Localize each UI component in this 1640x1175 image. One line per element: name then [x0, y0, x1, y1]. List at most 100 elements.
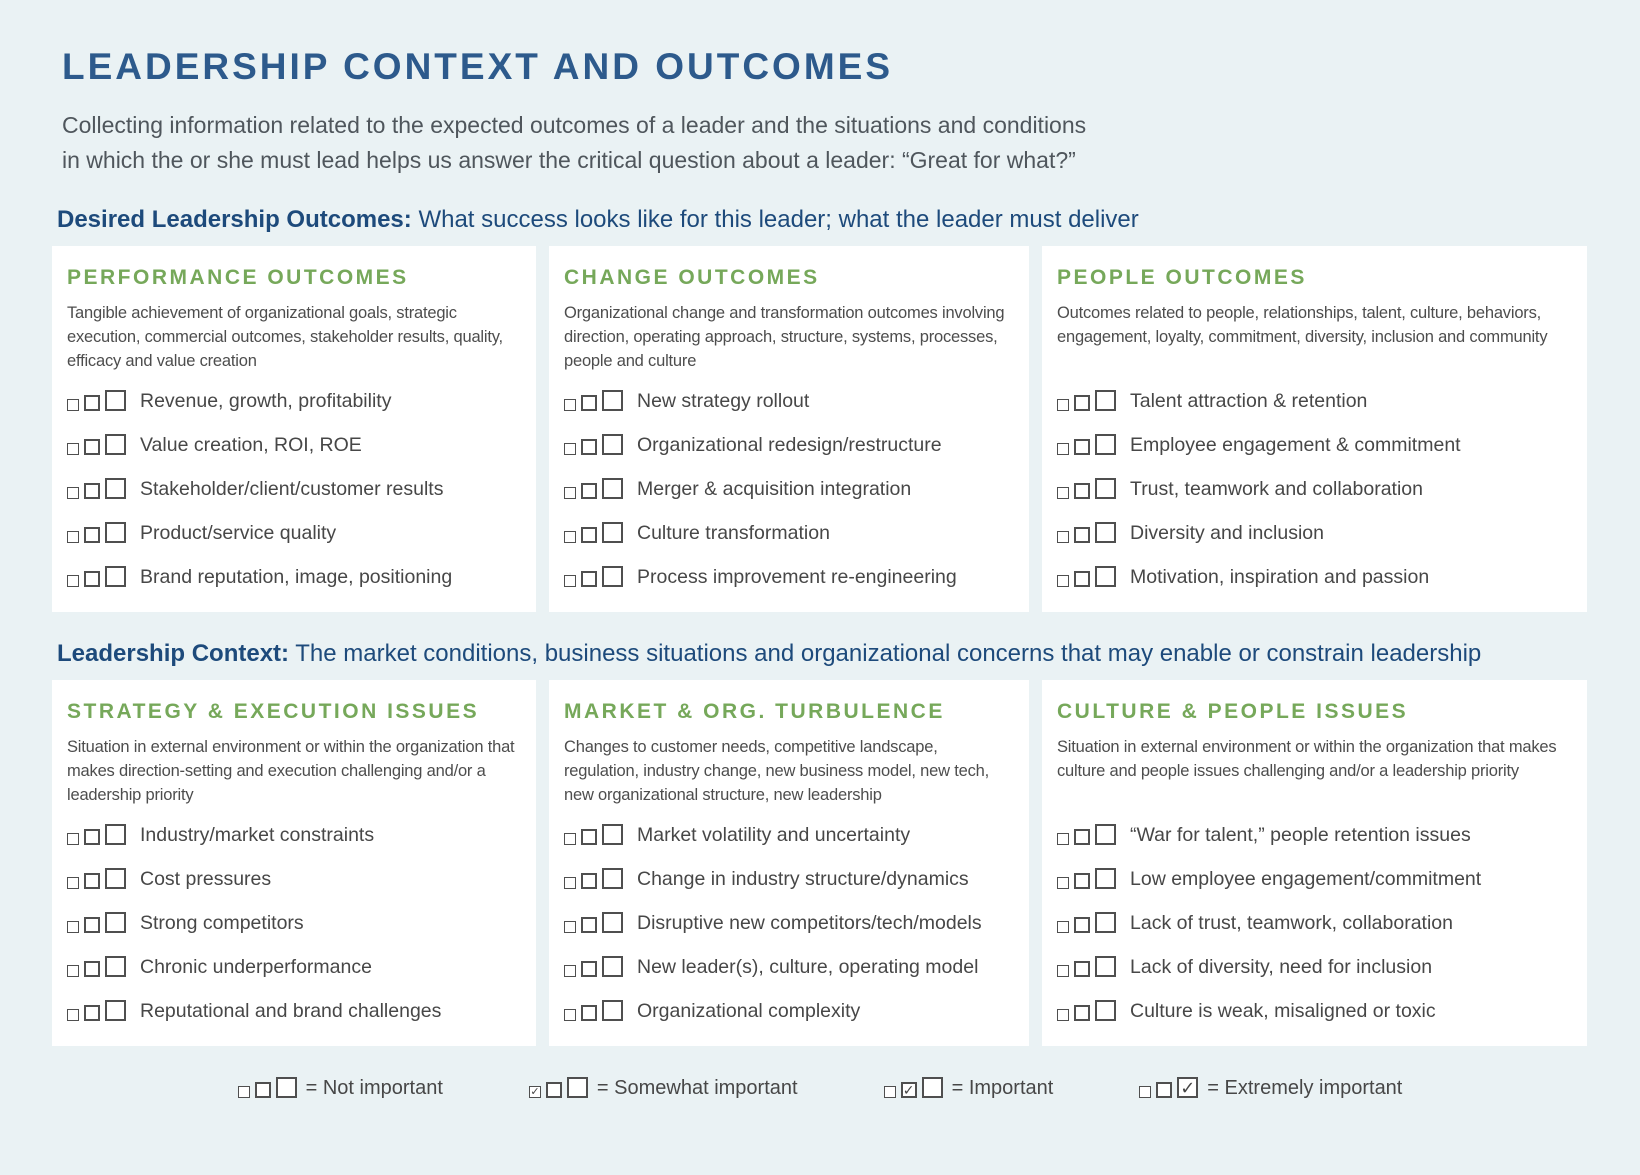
checkbox-large[interactable]: [105, 868, 126, 889]
rating-item-label: Organizational redesign/restructure: [637, 434, 942, 456]
checkbox-medium[interactable]: [581, 571, 597, 587]
checkbox-large[interactable]: [105, 522, 126, 543]
checkbox-small[interactable]: [67, 487, 79, 499]
checkbox-medium[interactable]: [581, 527, 597, 543]
checkbox-large[interactable]: [602, 956, 623, 977]
checkbox-large[interactable]: [1095, 390, 1116, 411]
checkbox-medium[interactable]: [581, 395, 597, 411]
checkbox-medium[interactable]: [84, 961, 100, 977]
checkbox-medium[interactable]: [84, 527, 100, 543]
checkbox-medium[interactable]: [1074, 571, 1090, 587]
checkbox-small[interactable]: [1057, 877, 1069, 889]
checkbox-medium[interactable]: [581, 873, 597, 889]
rating-item: Lack of diversity, need for inclusion: [1057, 956, 1573, 978]
rating-item-label: “War for talent,” people retention issue…: [1130, 824, 1471, 846]
checkbox-medium[interactable]: [1074, 917, 1090, 933]
legend-checkbox-small-checked: ✓: [528, 1085, 541, 1098]
checkbox-medium[interactable]: [1074, 961, 1090, 977]
checkbox-small[interactable]: [564, 531, 576, 543]
checkbox-medium[interactable]: [581, 917, 597, 933]
checkbox-medium[interactable]: [84, 483, 100, 499]
checkbox-large[interactable]: [105, 566, 126, 587]
checkbox-small[interactable]: [564, 877, 576, 889]
checkbox-small[interactable]: [1057, 487, 1069, 499]
checkbox-large[interactable]: [105, 478, 126, 499]
rating-item-label: Motivation, inspiration and passion: [1130, 566, 1430, 588]
checkbox-small[interactable]: [564, 833, 576, 845]
checkbox-small[interactable]: [67, 575, 79, 587]
checkbox-large[interactable]: [105, 1000, 126, 1021]
checkbox-large[interactable]: [105, 956, 126, 977]
checkbox-large[interactable]: [1095, 956, 1116, 977]
importance-checkbox-group: [67, 912, 126, 933]
checkbox-large[interactable]: [602, 824, 623, 845]
checkbox-medium[interactable]: [581, 829, 597, 845]
rating-items: Industry/market constraints Cost pressur…: [67, 824, 522, 1022]
checkbox-large[interactable]: [1095, 1000, 1116, 1021]
checkbox-large[interactable]: [602, 1000, 623, 1021]
checkbox-medium[interactable]: [1074, 873, 1090, 889]
checkbox-small[interactable]: [564, 575, 576, 587]
checkbox-large[interactable]: [602, 390, 623, 411]
checkbox-medium[interactable]: [84, 829, 100, 845]
checkbox-small[interactable]: [564, 965, 576, 977]
checkbox-small[interactable]: [67, 965, 79, 977]
checkbox-large[interactable]: [1095, 912, 1116, 933]
category-card: STRATEGY & EXECUTION ISSUES Situation in…: [52, 680, 536, 1046]
checkbox-small[interactable]: [1057, 833, 1069, 845]
checkbox-large[interactable]: [105, 390, 126, 411]
checkbox-medium[interactable]: [1074, 527, 1090, 543]
checkbox-small[interactable]: [1057, 1009, 1069, 1021]
checkbox-large[interactable]: [105, 912, 126, 933]
checkbox-medium[interactable]: [84, 395, 100, 411]
checkbox-large[interactable]: [105, 434, 126, 455]
checkbox-medium[interactable]: [581, 1005, 597, 1021]
checkbox-large[interactable]: [602, 478, 623, 499]
checkbox-small[interactable]: [564, 487, 576, 499]
checkbox-medium[interactable]: [84, 439, 100, 455]
checkbox-small[interactable]: [1057, 443, 1069, 455]
checkbox-small[interactable]: [1057, 575, 1069, 587]
checkbox-large[interactable]: [1095, 824, 1116, 845]
checkbox-large[interactable]: [1095, 478, 1116, 499]
checkbox-small[interactable]: [564, 443, 576, 455]
checkbox-small[interactable]: [67, 443, 79, 455]
checkbox-medium[interactable]: [1074, 1005, 1090, 1021]
checkbox-medium[interactable]: [84, 917, 100, 933]
checkbox-small[interactable]: [564, 1009, 576, 1021]
checkbox-small[interactable]: [67, 877, 79, 889]
checkbox-medium[interactable]: [84, 873, 100, 889]
checkbox-small[interactable]: [67, 399, 79, 411]
card-title: STRATEGY & EXECUTION ISSUES: [67, 700, 480, 723]
checkbox-medium[interactable]: [1074, 829, 1090, 845]
checkbox-small[interactable]: [67, 531, 79, 543]
checkbox-small[interactable]: [1057, 965, 1069, 977]
checkbox-small[interactable]: [564, 921, 576, 933]
checkbox-large[interactable]: [602, 912, 623, 933]
checkbox-small[interactable]: [1057, 531, 1069, 543]
checkbox-large[interactable]: [1095, 522, 1116, 543]
checkbox-small[interactable]: [67, 833, 79, 845]
checkbox-large[interactable]: [1095, 566, 1116, 587]
checkbox-medium[interactable]: [84, 571, 100, 587]
checkbox-small[interactable]: [564, 399, 576, 411]
checkbox-large[interactable]: [602, 522, 623, 543]
checkbox-small[interactable]: [1057, 399, 1069, 411]
rating-item: “War for talent,” people retention issue…: [1057, 824, 1573, 846]
checkbox-large[interactable]: [105, 824, 126, 845]
checkbox-large[interactable]: [602, 434, 623, 455]
checkbox-small[interactable]: [67, 1009, 79, 1021]
checkbox-large[interactable]: [602, 566, 623, 587]
checkbox-small[interactable]: [67, 921, 79, 933]
checkbox-medium[interactable]: [581, 961, 597, 977]
checkbox-medium[interactable]: [84, 1005, 100, 1021]
checkbox-medium[interactable]: [1074, 395, 1090, 411]
checkbox-large[interactable]: [602, 868, 623, 889]
checkbox-medium[interactable]: [581, 439, 597, 455]
checkbox-large[interactable]: [1095, 868, 1116, 889]
checkbox-large[interactable]: [1095, 434, 1116, 455]
checkbox-medium[interactable]: [581, 483, 597, 499]
checkbox-medium[interactable]: [1074, 439, 1090, 455]
checkbox-small[interactable]: [1057, 921, 1069, 933]
checkbox-medium[interactable]: [1074, 483, 1090, 499]
